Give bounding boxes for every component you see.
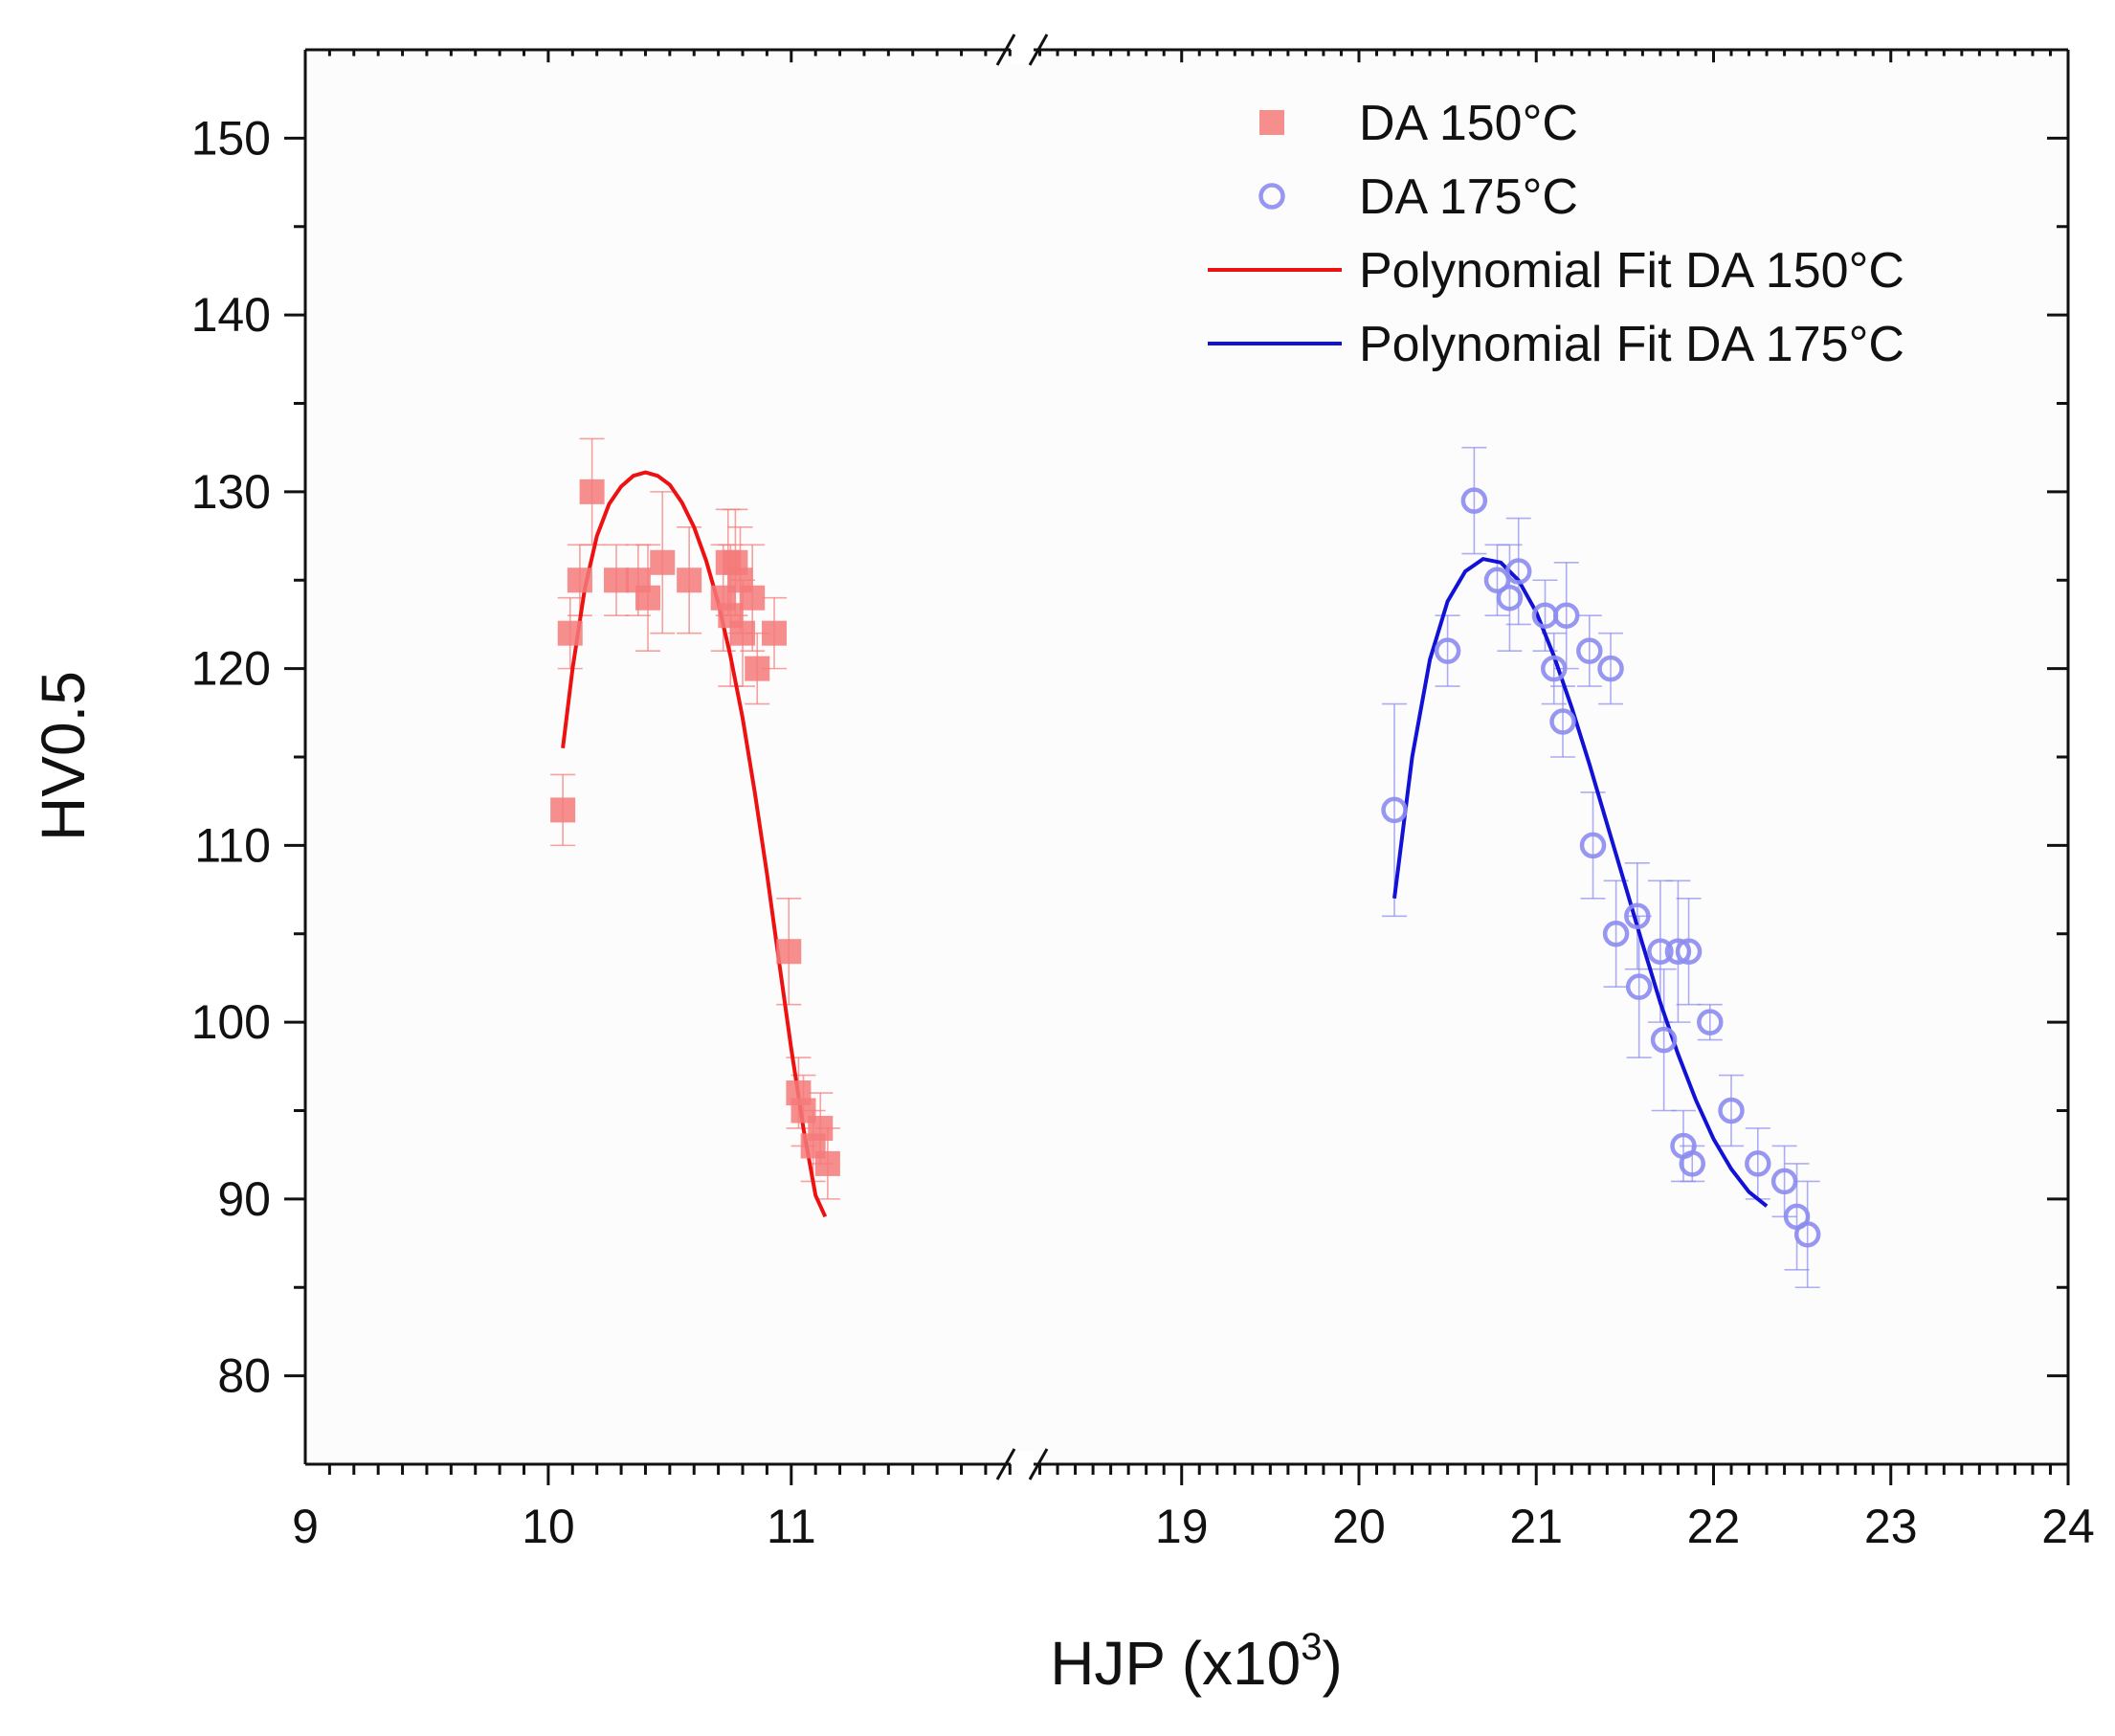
legend-marker-da175 — [1258, 183, 1285, 210]
data-point-da150 — [557, 620, 583, 646]
data-point-da150 — [730, 620, 756, 646]
data-point-da175 — [1624, 902, 1651, 930]
data-point-da150 — [579, 479, 605, 504]
data-point-da150 — [814, 1150, 840, 1176]
data-point-da175 — [1647, 938, 1674, 965]
axis-break-mark — [1028, 1448, 1049, 1480]
data-point-da175 — [1579, 832, 1607, 859]
data-point-da175 — [1504, 558, 1532, 585]
data-point-da175 — [1745, 1150, 1771, 1177]
data-point-da175 — [1483, 567, 1511, 593]
data-point-da175 — [1625, 973, 1653, 1000]
legend-entry-label: DA 150°C — [1359, 96, 1578, 151]
data-point-da175 — [1650, 1026, 1678, 1054]
legend-marker-da150 — [1259, 110, 1284, 135]
y-axis-label: HV0.5 — [29, 671, 98, 841]
x-tick-label: 23 — [1864, 1500, 1918, 1553]
legend-entry-label: DA 175°C — [1359, 169, 1578, 225]
y-tick-label: 110 — [194, 818, 271, 872]
data-point-da175 — [1460, 487, 1488, 514]
y-tick-label: 120 — [191, 642, 271, 696]
x-tick-label: 21 — [1509, 1500, 1563, 1553]
x-tick-label: 22 — [1687, 1500, 1741, 1553]
data-point-da150 — [762, 620, 788, 646]
y-tick-label: 90 — [217, 1172, 271, 1226]
data-point-da150 — [808, 1115, 834, 1141]
plot-area — [305, 50, 2068, 1464]
axis-break-mark — [995, 1448, 1016, 1480]
data-point-da150 — [745, 656, 770, 681]
data-point-da175 — [1793, 1221, 1821, 1248]
data-point-da175 — [1675, 938, 1703, 965]
data-point-da175 — [1664, 938, 1692, 965]
axis-break-mark — [1028, 33, 1049, 66]
data-point-da175 — [1602, 921, 1630, 947]
data-point-da175 — [1679, 1150, 1706, 1177]
data-point-da150 — [603, 568, 629, 593]
x-tick-label: 10 — [522, 1500, 575, 1553]
data-point-da150 — [634, 585, 660, 611]
fit-line-da175 — [1392, 556, 1769, 1208]
data-point-da150 — [567, 568, 592, 593]
data-point-da175 — [1576, 637, 1603, 664]
data-point-da175 — [1718, 1097, 1745, 1124]
data-point-da150 — [650, 549, 676, 575]
data-point-da150 — [740, 585, 766, 611]
axis-break-mark — [995, 33, 1016, 66]
y-tick-label: 80 — [217, 1349, 271, 1403]
data-point-da175 — [1434, 637, 1461, 664]
data-point-da175 — [1381, 796, 1408, 824]
data-point-da175 — [1597, 655, 1624, 682]
data-point-da150 — [677, 568, 702, 593]
data-point-da175 — [1496, 584, 1524, 612]
data-point-da175 — [1541, 655, 1568, 682]
data-point-da175 — [1552, 602, 1580, 629]
data-point-da175 — [1770, 1168, 1798, 1195]
axis-break-gap — [1011, 1451, 1034, 1478]
data-point-da175 — [1549, 708, 1576, 735]
data-point-da175 — [1697, 1009, 1724, 1035]
x-tick-label: 19 — [1155, 1500, 1209, 1553]
axis-break-gap — [1011, 36, 1034, 63]
fit-line-da150 — [561, 470, 828, 1218]
x-tick-label: 20 — [1332, 1500, 1386, 1553]
x-tick-label: 9 — [292, 1500, 319, 1553]
y-tick-label: 140 — [191, 288, 271, 342]
x-tick-label: 24 — [2041, 1500, 2095, 1553]
data-point-da150 — [550, 797, 576, 823]
x-axis-label: HJP (x103) — [1050, 1626, 1343, 1698]
y-tick-label: 130 — [191, 465, 271, 519]
x-tick-label: 11 — [767, 1500, 816, 1553]
legend-entry-label: Polynomial Fit DA 150°C — [1359, 243, 1904, 299]
legend-entry-label: Polynomial Fit DA 175°C — [1359, 317, 1904, 372]
y-tick-label: 100 — [191, 995, 271, 1049]
data-point-da150 — [776, 939, 802, 965]
y-tick-label: 150 — [191, 111, 271, 165]
